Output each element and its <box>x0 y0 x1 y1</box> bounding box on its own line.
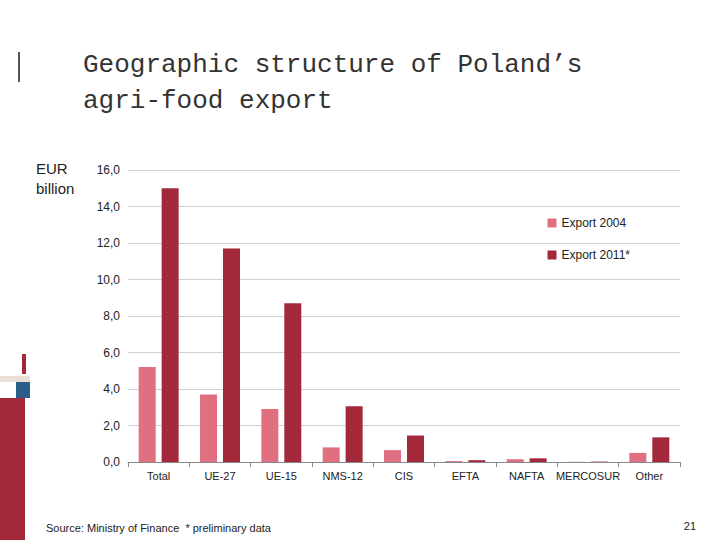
svg-text:Total: Total <box>147 470 170 482</box>
svg-text:21: 21 <box>684 520 696 532</box>
svg-text:4,0: 4,0 <box>103 382 120 396</box>
svg-text:NAFTA: NAFTA <box>509 470 545 482</box>
svg-text:Export 2011*: Export 2011* <box>562 248 631 262</box>
svg-text:8,0: 8,0 <box>103 309 120 323</box>
svg-text:agri-food export: agri-food export <box>83 86 333 116</box>
svg-text:NMS-12: NMS-12 <box>322 470 362 482</box>
svg-text:6,0: 6,0 <box>103 346 120 360</box>
svg-text:Source: Ministry of Finance *: Source: Ministry of Finance * preliminar… <box>46 522 272 534</box>
svg-text:Geographic structure of Poland: Geographic structure of Poland’s <box>83 50 598 80</box>
svg-text:UE-27: UE-27 <box>204 470 235 482</box>
svg-text:MERCOSUR: MERCOSUR <box>556 470 620 482</box>
svg-text:2,0: 2,0 <box>103 419 120 433</box>
svg-text:EFTA: EFTA <box>452 470 480 482</box>
svg-text:10,0: 10,0 <box>97 273 121 287</box>
svg-text:14,0: 14,0 <box>97 200 121 214</box>
svg-text:UE-15: UE-15 <box>266 470 297 482</box>
svg-text:billion: billion <box>36 180 74 197</box>
svg-text:16,0: 16,0 <box>97 163 121 177</box>
svg-text:CIS: CIS <box>395 470 413 482</box>
svg-text:Other: Other <box>636 470 664 482</box>
svg-text:12,0: 12,0 <box>97 236 121 250</box>
svg-text:0,0: 0,0 <box>103 455 120 469</box>
svg-text:Export 2004: Export 2004 <box>562 216 627 230</box>
svg-text:EUR: EUR <box>36 160 68 177</box>
